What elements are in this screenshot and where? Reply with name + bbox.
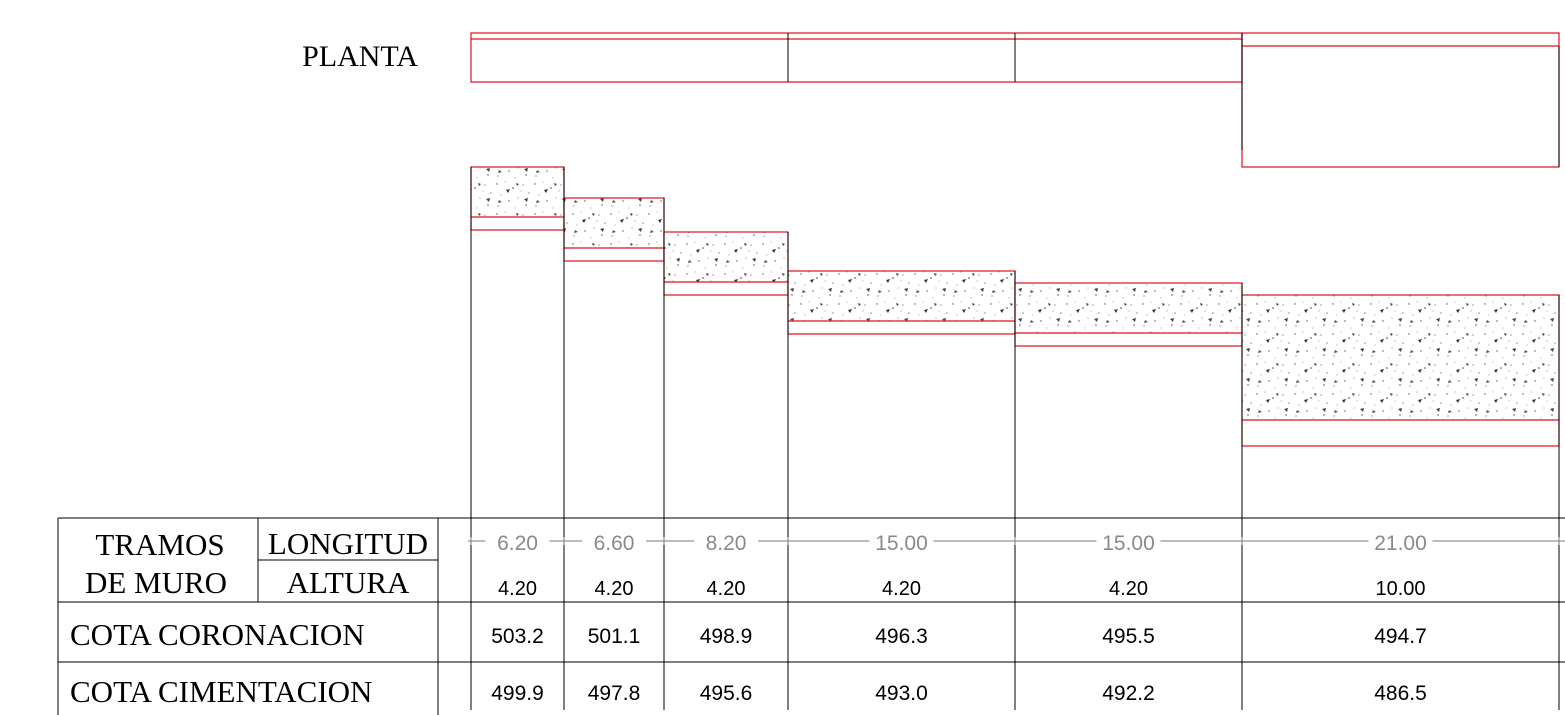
longitud-value-tramo-1: 6.20 [497,532,538,555]
longitud-value-tramo-3: 8.20 [706,532,747,555]
wall-segment-4 [787,270,1016,335]
cota-cimentacion-label: COTA CIMENTACION [70,674,372,709]
wall-segment-2 [563,197,665,262]
wall-segment-1 [470,166,565,231]
longitud-label-backdrop [869,528,934,554]
coronacion-value-tramo-1: 503.2 [491,625,544,648]
cimentacion-value-tramo-6: 486.5 [1374,682,1427,705]
coronacion-value-tramo-4: 496.3 [875,625,928,648]
cimentacion-value-tramo-1: 499.9 [491,682,544,705]
wall-segment-6 [1241,294,1560,447]
cimentacion-value-tramo-5: 492.2 [1102,682,1155,705]
longitud-label-backdrop [1096,528,1161,554]
plan-label: PLANTA [302,40,418,73]
wall-segment-3 [663,231,789,296]
altura-label: ALTURA [287,565,410,600]
cimentacion-value-tramo-2: 497.8 [588,682,641,705]
tramo-values: 6.20 4.20 503.2 499.9 6.60 4.20 501.1 497.8 8.20… [470,528,1560,705]
wall-segment-5 [1014,282,1243,347]
cimentacion-value-tramo-4: 493.0 [875,682,928,705]
de-muro-label: DE MURO [85,565,227,600]
coronacion-value-tramo-6: 494.7 [1374,625,1427,648]
altura-value-tramo-5: 4.20 [1109,578,1148,600]
altura-value-tramo-4: 4.20 [882,578,921,600]
coronacion-value-tramo-2: 501.1 [588,625,641,648]
elevation-view [470,166,1560,710]
coronacion-value-tramo-3: 498.9 [700,625,753,648]
longitud-value-tramo-2: 6.60 [594,532,635,555]
coronacion-value-tramo-5: 495.5 [1102,625,1155,648]
longitud-label-backdrop [694,528,758,554]
longitud-label-backdrop [582,528,646,554]
altura-value-tramo-1: 4.20 [498,578,537,600]
data-table: TRAMOS DE MURO LONGITUD ALTURA COTA CORO… [57,517,1565,715]
cimentacion-value-tramo-3: 495.6 [700,682,753,705]
tramos-label: TRAMOS [95,527,224,562]
cota-coronacion-label: COTA CORONACION [70,617,365,652]
longitud-value-tramo-6: 21.00 [1374,532,1427,555]
plan-view [470,32,1560,168]
altura-value-tramo-2: 4.20 [595,578,634,600]
longitud-value-tramo-5: 15.00 [1102,532,1155,555]
altura-value-tramo-3: 4.20 [707,578,746,600]
longitud-label-backdrop [1368,528,1433,554]
longitud-value-tramo-4: 15.00 [875,532,928,555]
longitud-label: LONGITUD [268,526,428,561]
altura-value-tramo-6: 10.00 [1375,578,1425,600]
longitud-label-backdrop [485,528,550,554]
